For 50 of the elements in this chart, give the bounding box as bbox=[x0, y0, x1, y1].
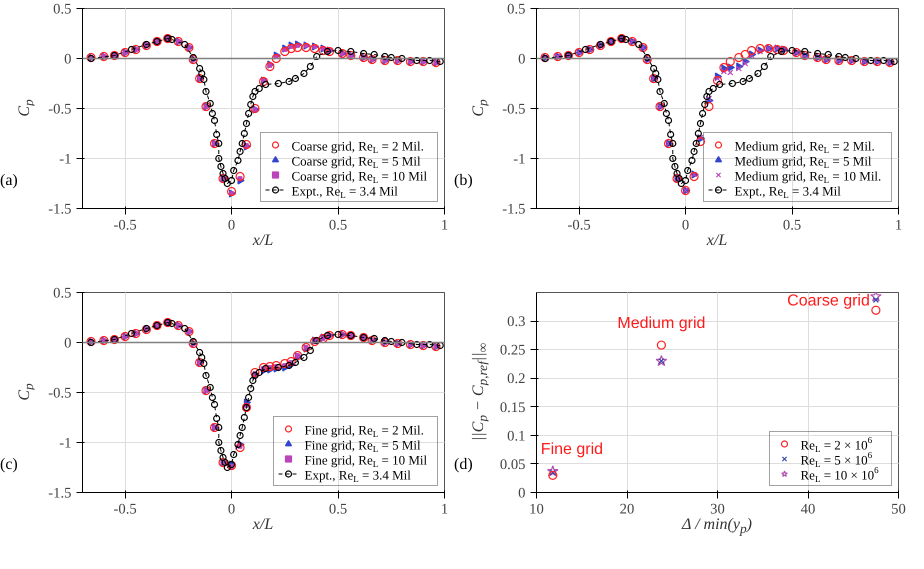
y-tick-label: 0 bbox=[518, 52, 526, 68]
y-tick-label: -0.5 bbox=[48, 102, 72, 118]
x-tick-label: 0.5 bbox=[328, 218, 348, 234]
y-tick-label: -1 bbox=[513, 152, 526, 168]
x-tick-label: 20 bbox=[620, 502, 634, 518]
x-tick-label: -0.5 bbox=[113, 502, 137, 518]
text: (c) bbox=[0, 455, 18, 475]
x-axis-title: x/L bbox=[252, 232, 274, 249]
x-tick-label: 0.5 bbox=[782, 218, 802, 234]
y-tick-label: 0.25 bbox=[500, 342, 526, 359]
y-tick-label: -1.5 bbox=[502, 202, 526, 218]
x-axis-title: Δ / min(y$_{p}$) bbox=[682, 516, 752, 536]
x-tick-label: 1 bbox=[894, 218, 902, 234]
y-tick-label: 0 bbox=[64, 336, 72, 352]
x-tick-label: 1 bbox=[440, 218, 448, 234]
y-tick-label: -0.5 bbox=[502, 102, 526, 118]
y-tick-label: 0.15 bbox=[500, 400, 526, 416]
text: (d) bbox=[454, 455, 473, 475]
text: (a) bbox=[0, 171, 18, 191]
y-tick-label: 0.05 bbox=[500, 456, 526, 473]
x-tick-label: 40 bbox=[800, 502, 816, 518]
x-tick-label: 0 bbox=[228, 218, 236, 234]
x-tick-label: 1 bbox=[440, 502, 448, 518]
y-tick-label: 0.5 bbox=[507, 2, 526, 18]
x-tick-label: -0.5 bbox=[567, 218, 591, 234]
y-tick-label: -1 bbox=[59, 152, 72, 168]
x-axis-title: x/L bbox=[252, 516, 274, 533]
x-axis-title: x/L bbox=[706, 232, 728, 249]
y-tick-label: 0.1 bbox=[507, 428, 526, 444]
y-tick-label: 0.3 bbox=[507, 314, 526, 330]
x-tick-label: 50 bbox=[891, 502, 906, 518]
x-tick-label: 0 bbox=[682, 218, 690, 234]
y-tick-label: 0 bbox=[518, 486, 526, 502]
y-tick-label: 0 bbox=[64, 52, 72, 68]
y-tick-label: 0.5 bbox=[53, 286, 72, 302]
text: (b) bbox=[454, 171, 473, 191]
y-tick-label: -1.5 bbox=[48, 202, 72, 218]
x-tick-label: 0.5 bbox=[328, 502, 348, 518]
y-tick-label: -1 bbox=[59, 436, 72, 452]
annotation: Medium grid bbox=[617, 315, 706, 332]
annotation: Fine grid bbox=[540, 440, 604, 458]
annotation: Coarse grid bbox=[787, 292, 870, 310]
x-tick-label: 0 bbox=[228, 502, 236, 518]
y-tick-label: 0.5 bbox=[53, 2, 72, 18]
y-tick-label: -1.5 bbox=[48, 486, 72, 502]
x-tick-label: -0.5 bbox=[113, 218, 137, 234]
y-tick-label: -0.5 bbox=[48, 386, 72, 402]
x-tick-label: 10 bbox=[529, 502, 544, 518]
y-tick-label: 0.2 bbox=[507, 371, 526, 388]
x-tick-label: 30 bbox=[710, 502, 725, 518]
